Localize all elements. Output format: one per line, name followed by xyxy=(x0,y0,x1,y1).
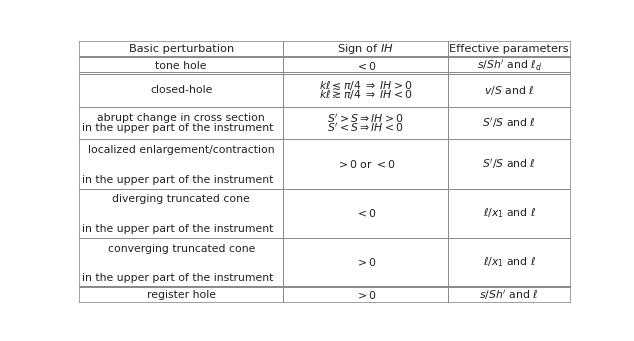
Text: $S^{\prime}/S$ and $\ell$: $S^{\prime}/S$ and $\ell$ xyxy=(482,116,536,130)
Text: in the upper part of the instrument: in the upper part of the instrument xyxy=(82,273,274,283)
Text: converging truncated cone: converging truncated cone xyxy=(108,244,255,254)
Text: $S^{\prime} > S \Rightarrow IH > 0$: $S^{\prime} > S \Rightarrow IH > 0$ xyxy=(327,112,404,125)
Text: $k\ell \lesssim \pi/4 \;\Rightarrow\; IH > 0$: $k\ell \lesssim \pi/4 \;\Rightarrow\; IH… xyxy=(319,79,412,92)
Text: $k\ell \gtrsim \pi/4 \;\Rightarrow\; IH < 0$: $k\ell \gtrsim \pi/4 \;\Rightarrow\; IH … xyxy=(319,88,412,101)
Text: in the upper part of the instrument: in the upper part of the instrument xyxy=(82,224,274,234)
Text: $< 0$: $< 0$ xyxy=(354,60,376,72)
Text: tone hole: tone hole xyxy=(155,61,207,71)
Text: Effective parameters: Effective parameters xyxy=(450,44,569,54)
Text: $> 0$: $> 0$ xyxy=(354,256,376,268)
Text: $> 0$: $> 0$ xyxy=(354,289,376,301)
Text: register hole: register hole xyxy=(146,290,216,300)
Text: $v/S$ and $\ell$: $v/S$ and $\ell$ xyxy=(484,84,534,97)
Text: $s/Sh^{\prime}$ and $\ell_d$: $s/Sh^{\prime}$ and $\ell_d$ xyxy=(477,58,541,73)
Text: closed-hole: closed-hole xyxy=(150,85,212,95)
Text: $> 0$ or $< 0$: $> 0$ or $< 0$ xyxy=(335,158,396,170)
Text: localized enlargement/contraction: localized enlargement/contraction xyxy=(88,145,275,155)
Text: $\ell/x_1$ and $\ell$: $\ell/x_1$ and $\ell$ xyxy=(482,206,536,220)
Text: $S^{\prime} < S \Rightarrow IH < 0$: $S^{\prime} < S \Rightarrow IH < 0$ xyxy=(327,121,404,134)
Text: Basic perturbation: Basic perturbation xyxy=(129,44,234,54)
Text: in the upper part of the instrument: in the upper part of the instrument xyxy=(82,175,274,185)
Text: $\ell/x_1$ and $\ell$: $\ell/x_1$ and $\ell$ xyxy=(482,255,536,269)
Text: Sign of $IH$: Sign of $IH$ xyxy=(337,42,394,56)
Text: abrupt change in cross section: abrupt change in cross section xyxy=(98,113,265,123)
Text: in the upper part of the instrument: in the upper part of the instrument xyxy=(82,122,274,133)
Text: $s/Sh^{\prime}$ and $\ell$: $s/Sh^{\prime}$ and $\ell$ xyxy=(479,288,539,302)
Text: diverging truncated cone: diverging truncated cone xyxy=(112,194,250,205)
Text: $< 0$: $< 0$ xyxy=(354,207,376,219)
Text: $S^{\prime}/S$ and $\ell$: $S^{\prime}/S$ and $\ell$ xyxy=(482,157,536,171)
